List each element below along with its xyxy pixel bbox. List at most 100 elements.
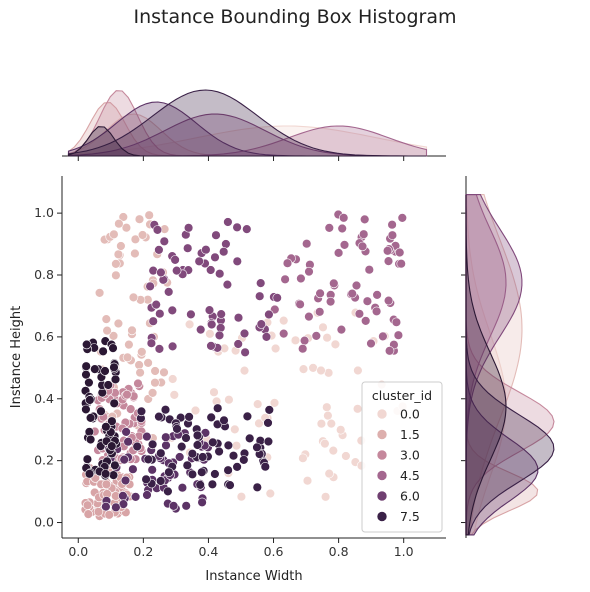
scatter-point [308,363,318,373]
x-tick-label: 0.0 [68,544,88,559]
scatter-point [362,296,373,306]
scatter-point [150,378,160,388]
scatter-point [354,309,365,319]
scatter-point [315,288,325,299]
scatter-point [108,331,119,341]
scatter-point [182,460,193,470]
scatter-point [109,229,119,240]
scatter-point [255,291,265,301]
scatter-point [124,339,134,350]
scatter-point [82,500,93,510]
scatter-point [136,406,147,417]
y-tick-label: 0.8 [34,267,54,282]
scatter-point [169,390,180,400]
scatter-point [164,467,174,477]
scatter-point [156,448,166,458]
scatter-point [118,212,129,222]
scatter-point [121,427,131,437]
scatter-point [108,470,119,480]
scatter-point [264,405,274,415]
scatter-point [204,305,215,315]
right-marginal-kde [465,194,555,536]
y-axis-label: Instance Height [9,306,24,408]
scatter-point [175,452,185,462]
right-kde-cluster-8 [465,194,507,536]
legend-marker [376,449,388,461]
scatter-point [110,460,120,470]
scatter-point [361,316,371,326]
scatter-point [155,309,165,319]
scatter-point [150,366,160,376]
scatter-point [232,256,243,266]
scatter-point [201,245,211,255]
scatter-point [122,389,132,400]
legend-marker [376,429,388,440]
scatter-point [107,416,117,426]
scatter-point [147,388,158,398]
scatter-point [159,236,170,247]
scatter-point [261,332,272,342]
scatter-point [96,406,106,416]
scatter-point [103,380,113,390]
scatter-point [128,464,138,474]
scatter-point [81,369,91,380]
x-tick-label: 0.4 [198,544,218,559]
scatter-point [223,465,233,475]
legend-marker [376,490,388,502]
scatter-point [364,265,374,275]
scatter-point [187,449,198,459]
scatter-point [252,442,262,453]
scatter-point [210,469,220,479]
scatter-point [90,364,100,374]
scatter-point [382,246,393,256]
scatter-point [142,431,152,442]
scatter-point [154,245,164,255]
scatter-point [167,341,178,352]
scatter-point [130,492,141,502]
cluster-0-points [166,307,408,502]
scatter-point [223,217,233,227]
scatter-point [211,230,221,240]
scatter-point [143,454,154,465]
scatter-point [183,223,194,233]
scatter-point [223,440,234,451]
scatter-point [351,280,362,291]
scatter-point [172,265,182,276]
scatter-point [236,492,247,502]
scatter-point [197,467,207,477]
scatter-point [177,483,188,493]
scatter-point [347,288,357,299]
x-tick-label: 1.0 [394,544,414,559]
scatter-point [272,293,282,303]
scatter-point [186,309,196,320]
scatter-point [216,309,226,319]
scatter-point [260,462,270,472]
scatter-point [194,256,204,266]
scatter-point [167,305,178,316]
scatter-point [242,224,252,234]
scatter-point [109,362,119,372]
scatter-point [85,413,96,423]
scatter-point [145,281,155,291]
scatter-point [206,265,216,275]
scatter-point [215,269,225,279]
right-kde-cluster-0 [465,194,507,536]
scatter-point [325,296,336,307]
scatter-point [132,441,142,452]
scatter-point [183,243,193,253]
scatter-point [111,259,121,269]
scatter-point [239,365,250,376]
scatter-point [298,453,308,463]
scatter-point [240,347,250,357]
scatter-point [279,328,289,339]
scatter-point [133,378,143,389]
scatter-point [298,364,309,374]
scatter-point [323,410,333,421]
legend-marker [376,511,388,522]
scatter-point [264,309,274,320]
scatter-point [84,377,94,388]
scatter-point [219,415,229,425]
scatter-point [279,315,289,326]
scatter-point [205,329,215,339]
scatter-point [93,507,104,517]
